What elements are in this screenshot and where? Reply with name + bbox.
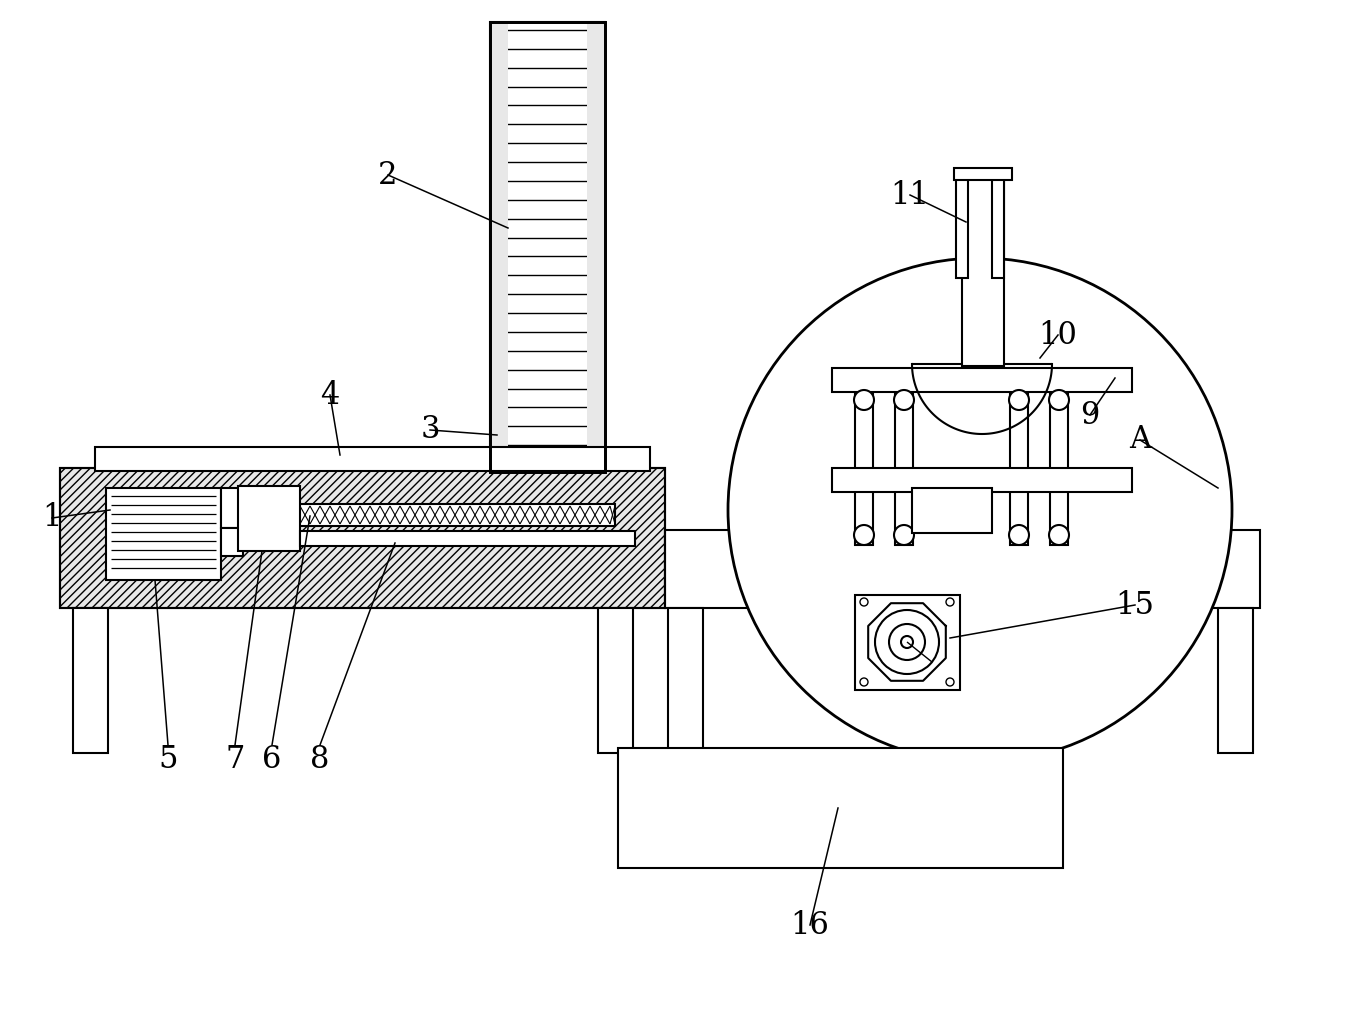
Bar [60, 468, 664, 608]
Bar [490, 23, 508, 472]
Text: 4: 4 [321, 380, 340, 410]
Bar [832, 468, 1132, 492]
Circle shape [860, 598, 869, 606]
Circle shape [901, 636, 912, 648]
Circle shape [1049, 525, 1069, 545]
Bar [664, 530, 1260, 608]
Bar [105, 488, 221, 580]
Bar [73, 608, 108, 753]
Circle shape [1008, 390, 1029, 410]
Text: 2: 2 [378, 160, 397, 190]
Bar [221, 528, 242, 555]
Bar [618, 748, 1063, 868]
Circle shape [854, 525, 874, 545]
Bar [221, 488, 242, 528]
Text: 3: 3 [421, 414, 440, 445]
Circle shape [895, 390, 914, 410]
Text: 6: 6 [262, 745, 282, 775]
Circle shape [854, 390, 874, 410]
Bar [832, 368, 1132, 392]
Circle shape [875, 610, 938, 674]
Circle shape [860, 678, 869, 686]
Bar [1049, 390, 1069, 545]
Text: 16: 16 [790, 909, 829, 940]
Bar [1218, 608, 1254, 753]
Text: 7: 7 [225, 745, 245, 775]
Circle shape [947, 598, 954, 606]
Text: A: A [1129, 425, 1151, 455]
Bar [490, 23, 606, 472]
Text: 10: 10 [1038, 319, 1077, 351]
Text: 5: 5 [159, 745, 178, 775]
Bar [597, 608, 633, 753]
Circle shape [727, 258, 1232, 762]
Bar [240, 504, 615, 526]
Bar [490, 23, 606, 472]
Bar [669, 608, 703, 753]
Circle shape [1008, 525, 1029, 545]
Circle shape [1049, 390, 1069, 410]
Text: 15: 15 [1115, 589, 1155, 621]
Bar [95, 447, 649, 471]
Bar [60, 468, 664, 608]
Bar [586, 23, 606, 472]
Bar [855, 595, 960, 690]
Bar [962, 178, 1004, 366]
Text: 11: 11 [890, 179, 929, 211]
Bar [238, 486, 300, 551]
Text: 8: 8 [311, 745, 330, 775]
Bar [954, 168, 1012, 180]
Bar [912, 488, 992, 533]
Circle shape [889, 624, 925, 660]
Bar [855, 390, 873, 545]
Bar [895, 390, 912, 545]
Bar [300, 531, 636, 546]
Bar [956, 178, 969, 278]
Text: 9: 9 [1081, 400, 1100, 431]
Bar [490, 23, 606, 472]
Bar [992, 178, 1004, 278]
Text: 1: 1 [42, 502, 62, 534]
Bar [1010, 390, 1028, 545]
Circle shape [895, 525, 914, 545]
Circle shape [947, 678, 954, 686]
